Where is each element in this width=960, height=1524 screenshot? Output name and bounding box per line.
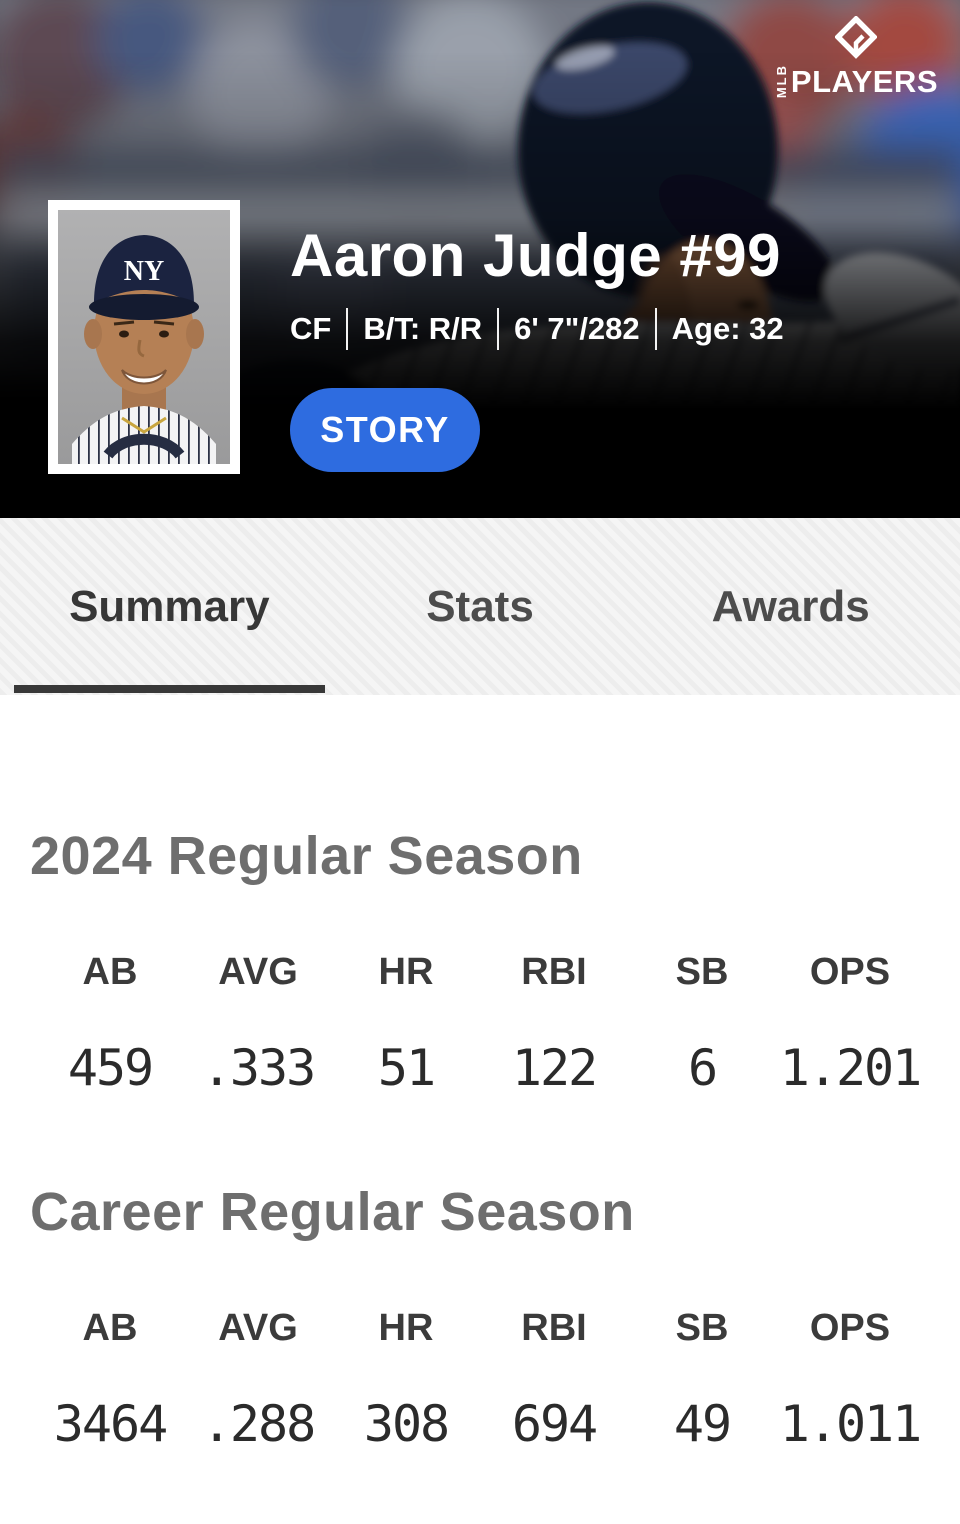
tab-stats[interactable]: Stats: [325, 518, 636, 695]
stat-col-rbi: RBI: [521, 951, 587, 993]
stat-col-hr: HR: [378, 1307, 434, 1349]
tab-stats-label: Stats: [426, 581, 534, 631]
stat-sb-value: 49: [673, 1395, 732, 1453]
meta-divider: [654, 308, 657, 350]
tab-awards-label: Awards: [711, 581, 870, 631]
stat-value-row-career: 3464 .288 308 694 49 1.011: [0, 1399, 960, 1449]
brand-players-label: PLAYERS: [790, 63, 938, 99]
stat-ops-value: 1.201: [779, 1039, 923, 1097]
stat-header-row-career: AB AVG HR RBI SB OPS: [0, 1309, 960, 1347]
player-headshot: NY: [48, 200, 240, 474]
stat-rbi-value: 694: [511, 1395, 598, 1453]
stat-col-sb: SB: [675, 1307, 729, 1349]
meta-divider: [346, 308, 349, 350]
active-tab-underline: [14, 685, 325, 693]
stat-col-ab: AB: [82, 951, 138, 993]
section-title-career: Career Regular Season: [30, 1182, 635, 1242]
section-title-2024: 2024 Regular Season: [30, 826, 583, 886]
stat-avg-value: .333: [201, 1039, 316, 1097]
stat-col-avg: AVG: [218, 951, 298, 993]
stat-sb-value: 6: [687, 1039, 718, 1097]
summary-content: 2024 Regular Season AB AVG HR RBI SB OPS…: [0, 695, 960, 1449]
stat-col-avg: AVG: [218, 1307, 298, 1349]
mlbpa-diamond-icon: [834, 15, 879, 60]
player-name: Aaron Judge #99: [290, 222, 781, 289]
stat-value-row-2024: 459 .333 51 122 6 1.201: [0, 1043, 960, 1093]
stat-col-sb: SB: [675, 951, 729, 993]
stat-ab-value: 3464: [53, 1395, 168, 1453]
stat-col-hr: HR: [378, 951, 434, 993]
stat-ops-value: 1.011: [779, 1395, 923, 1453]
player-info-block: Aaron Judge #99 CF B/T: R/R 6' 7"/282 Ag…: [290, 226, 784, 472]
svg-text:NY: NY: [124, 256, 164, 287]
tab-awards[interactable]: Awards: [635, 518, 946, 695]
mlb-players-logo: MLB PLAYERS: [773, 15, 938, 99]
player-height-weight: 6' 7"/282: [514, 311, 640, 346]
player-meta-line: CF B/T: R/R 6' 7"/282 Age: 32: [290, 308, 784, 350]
player-bats-throws: B/T: R/R: [363, 311, 483, 346]
stat-col-ops: OPS: [809, 951, 891, 993]
stat-col-ops: OPS: [809, 1307, 891, 1349]
stat-rbi-value: 122: [511, 1039, 598, 1097]
tab-summary-label: Summary: [69, 581, 270, 631]
hero-banner: MLB PLAYERS: [0, 0, 960, 518]
story-button[interactable]: STORY: [290, 388, 480, 472]
meta-divider: [497, 308, 500, 350]
player-age: Age: 32: [671, 311, 784, 346]
tab-bar: Summary Stats Awards: [0, 518, 960, 695]
stat-ab-value: 459: [67, 1039, 154, 1097]
player-position: CF: [290, 311, 332, 346]
stat-hr-value: 308: [363, 1395, 450, 1453]
brand-mlb-label: MLB: [773, 64, 789, 99]
tab-summary[interactable]: Summary: [14, 518, 325, 695]
stat-header-row-2024: AB AVG HR RBI SB OPS: [0, 953, 960, 991]
stat-hr-value: 51: [377, 1039, 436, 1097]
stat-col-ab: AB: [82, 1307, 138, 1349]
stat-col-rbi: RBI: [521, 1307, 587, 1349]
stat-avg-value: .288: [201, 1395, 316, 1453]
